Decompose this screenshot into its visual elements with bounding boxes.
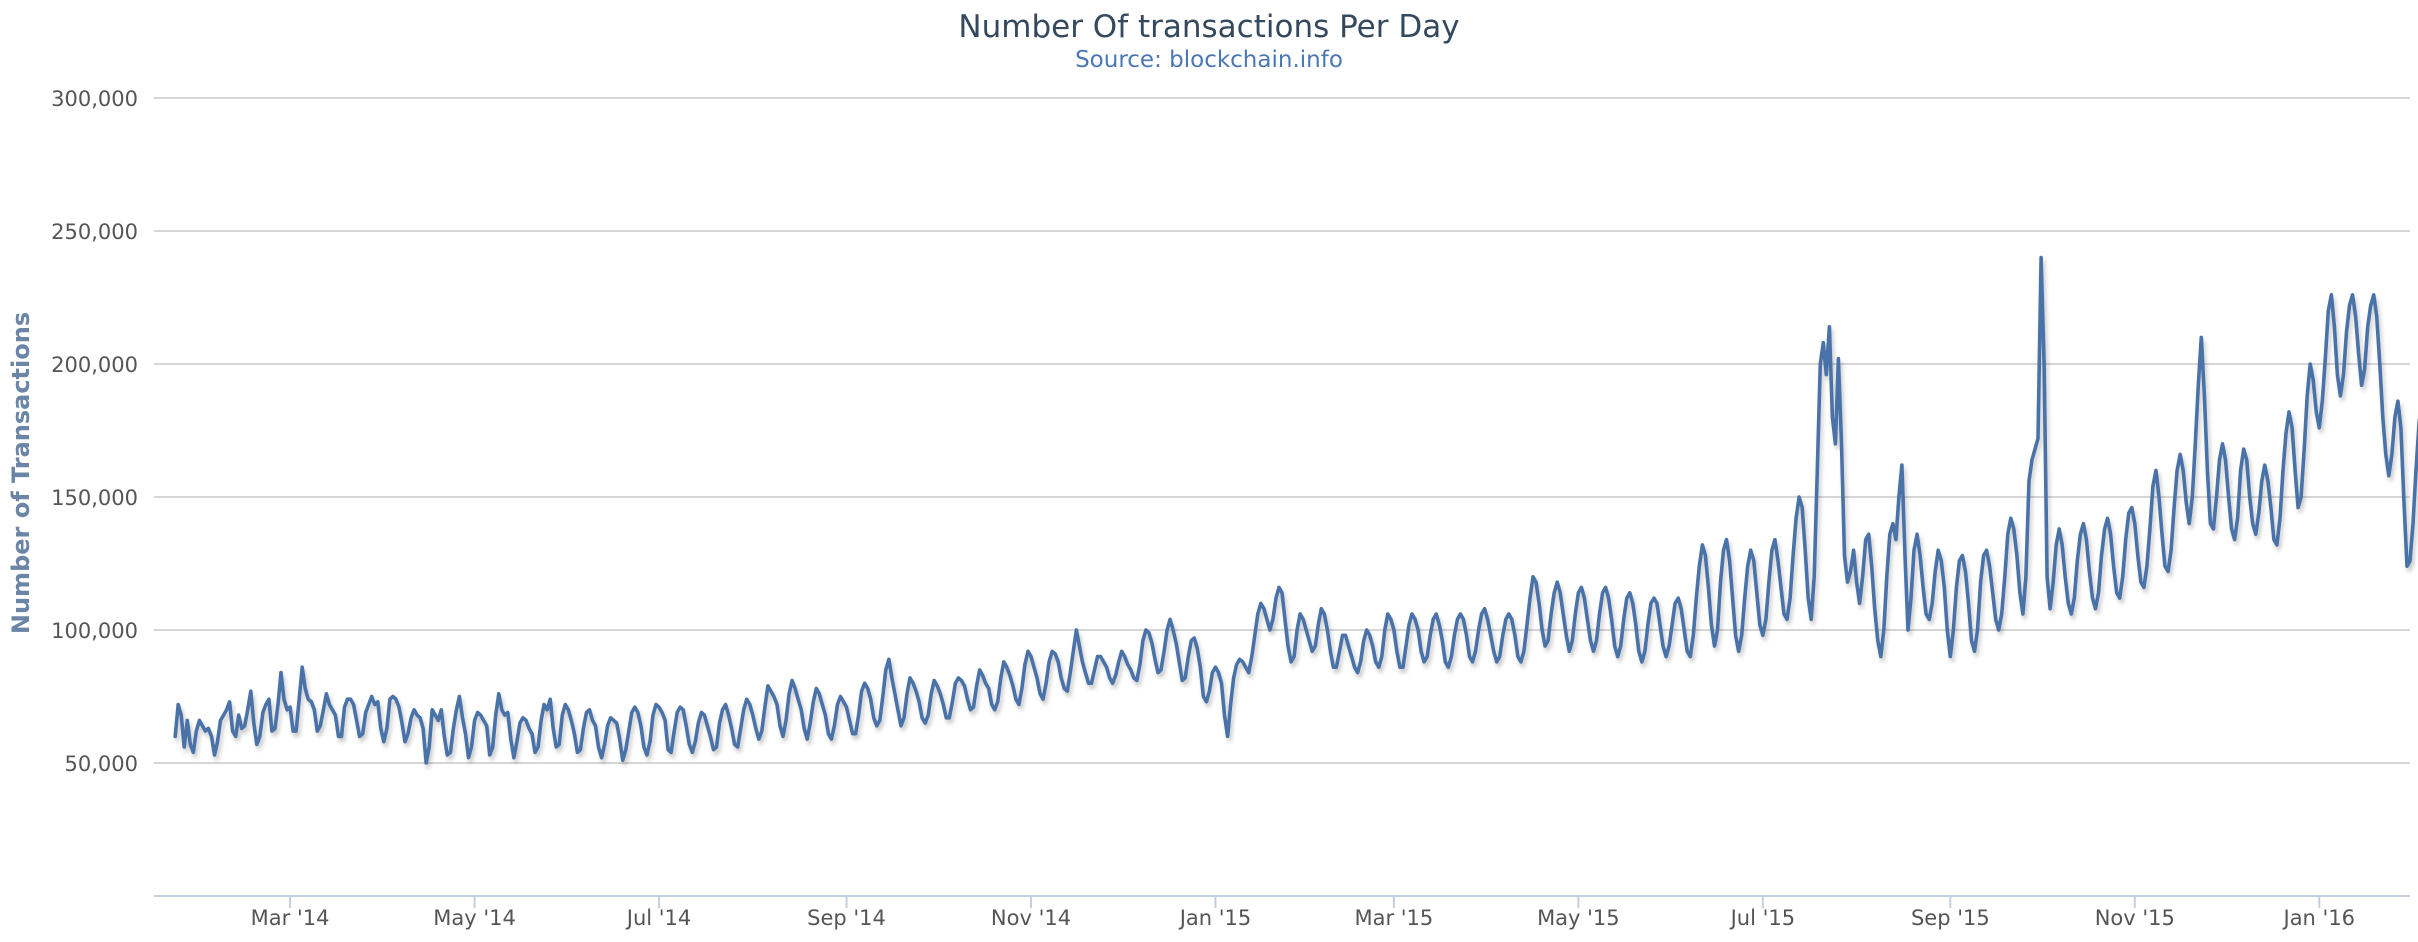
series-layer xyxy=(173,255,2418,765)
y-tick-label: 250,000 xyxy=(51,220,138,244)
y-axis-label: Number of Transactions xyxy=(7,312,35,634)
y-tick-label: 150,000 xyxy=(51,486,138,510)
y-gridlines xyxy=(154,97,2410,764)
chart-subtitle: Source: blockchain.info xyxy=(1075,47,1343,73)
y-tick-label: 200,000 xyxy=(51,353,138,377)
x-tick-label: Sep '15 xyxy=(1911,906,1990,930)
x-tick-label: Jul '14 xyxy=(625,906,692,930)
x-tick-label: Jul '15 xyxy=(1729,906,1796,930)
x-tick-label: Nov '15 xyxy=(2095,906,2175,930)
chart-title: Number Of transactions Per Day xyxy=(958,9,1459,45)
x-tick-label: Jan '15 xyxy=(1178,906,1252,930)
series-line xyxy=(173,255,2418,765)
y-tick-label: 300,000 xyxy=(51,87,138,111)
x-tick-label: May '15 xyxy=(1537,906,1620,930)
y-axis-tick-labels: 300,000 250,000 200,000 150,000 100,000 50,00… xyxy=(51,87,138,776)
x-tick-label: Nov '14 xyxy=(991,906,1071,930)
y-tick-label: 100,000 xyxy=(51,619,138,643)
x-tick-label: Sep '14 xyxy=(807,906,886,930)
x-tick-label: Jan '16 xyxy=(2282,906,2356,930)
x-tick-label: May '14 xyxy=(433,906,516,930)
x-axis-ticks: Mar '14 May '14 Jul '14 Sep '14 Nov '14 Jan '… xyxy=(251,896,2355,930)
x-tick-label: Mar '15 xyxy=(1354,906,1433,930)
y-tick-label: 50,000 xyxy=(65,752,138,776)
x-tick-label: Mar '14 xyxy=(251,906,330,930)
